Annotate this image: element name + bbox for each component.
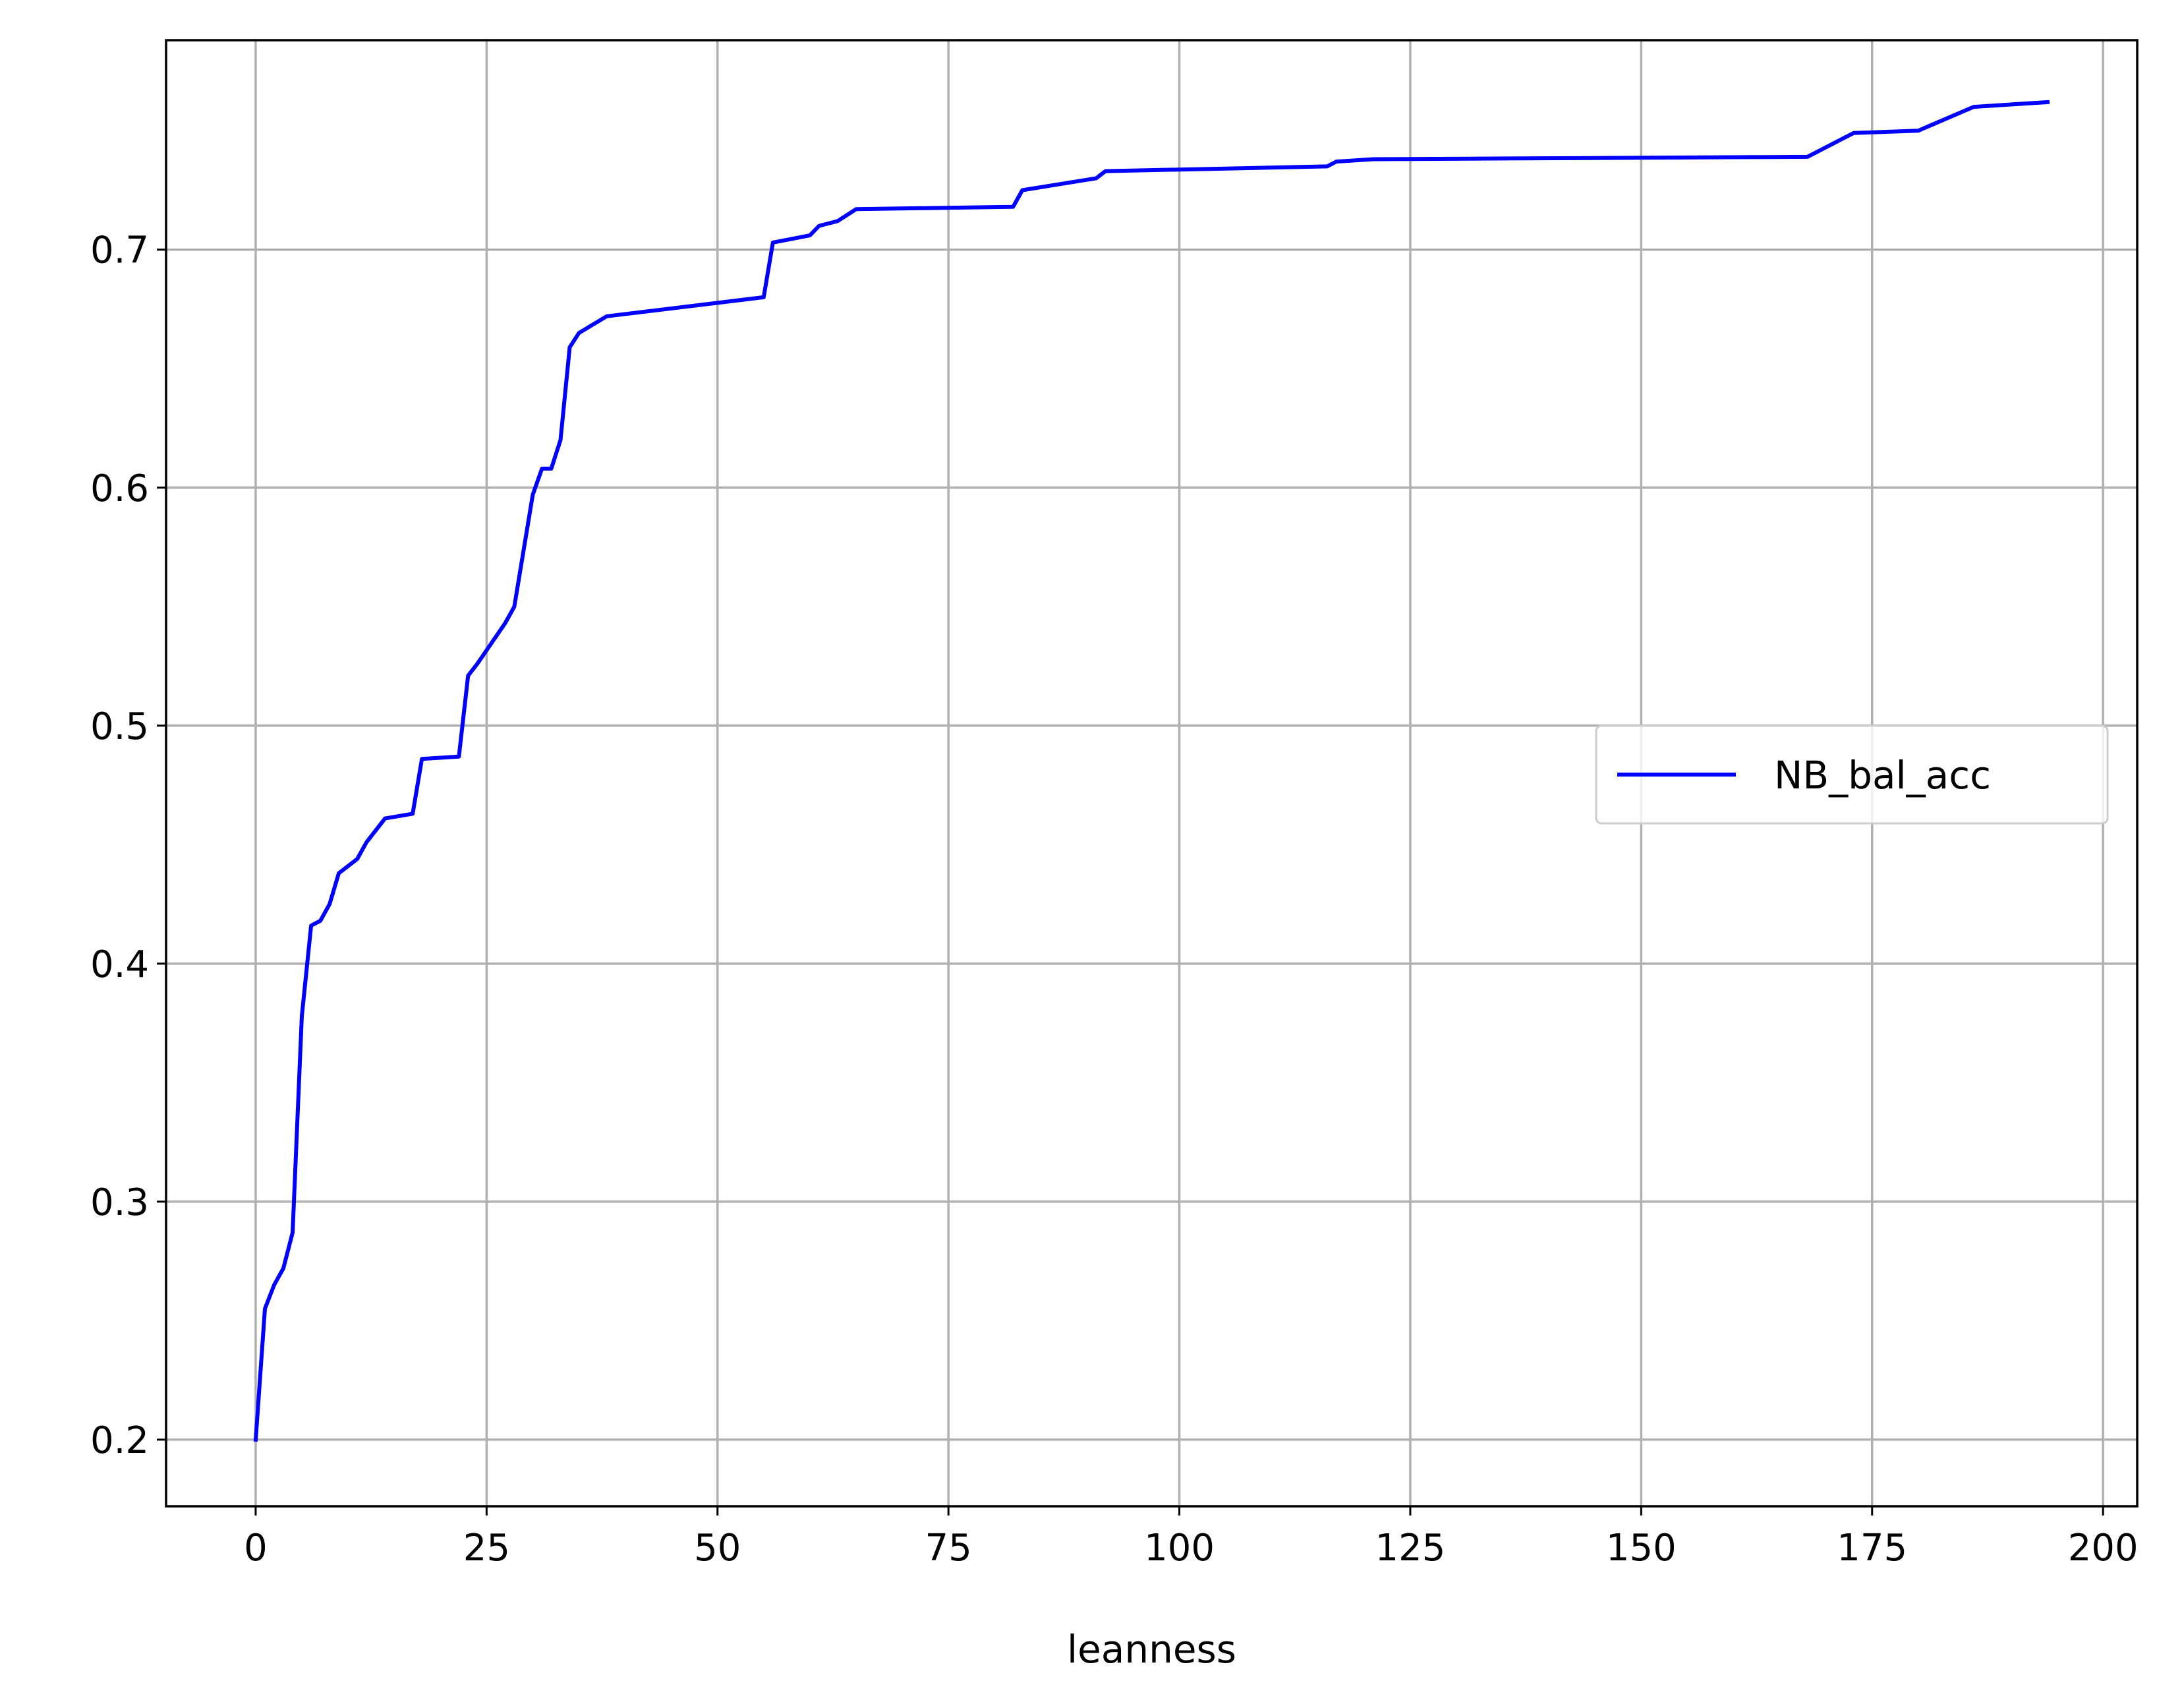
y-tick-label: 0.5 (90, 705, 149, 748)
x-tick-label: 25 (463, 1527, 510, 1570)
legend-box (1595, 724, 2109, 825)
series-layer (253, 100, 2050, 1442)
series-line-nb-bal-acc (253, 100, 2050, 1442)
x-tick-label: 75 (925, 1527, 972, 1570)
x-tick-label: 100 (1144, 1527, 1215, 1570)
x-tick-label: 200 (2068, 1527, 2139, 1570)
axis-ticks: 0 25 50 75 100 125 150 175 200 0.2 0.3 0.4 0.5 0.6 0.7 (90, 229, 2139, 1570)
x-tick-label: 175 (1837, 1527, 1907, 1570)
y-tick-label: 0.2 (90, 1419, 149, 1462)
legend: NB_bal_acc (1595, 724, 2109, 825)
plot-frame (165, 39, 2139, 1508)
x-tick-label: 50 (694, 1527, 741, 1570)
x-tick-label: 150 (1606, 1527, 1677, 1570)
y-tick-label: 0.4 (90, 943, 149, 986)
x-axis-title: leanness (1067, 1627, 1236, 1672)
x-tick-label: 0 (244, 1527, 268, 1570)
y-tick-label: 0.3 (90, 1181, 149, 1224)
x-tick-label: 125 (1375, 1527, 1446, 1570)
y-tick-label: 0.6 (90, 467, 149, 510)
y-tick-label: 0.7 (90, 229, 149, 272)
legend-label-nb-bal-acc: NB_bal_acc (1774, 753, 1991, 798)
